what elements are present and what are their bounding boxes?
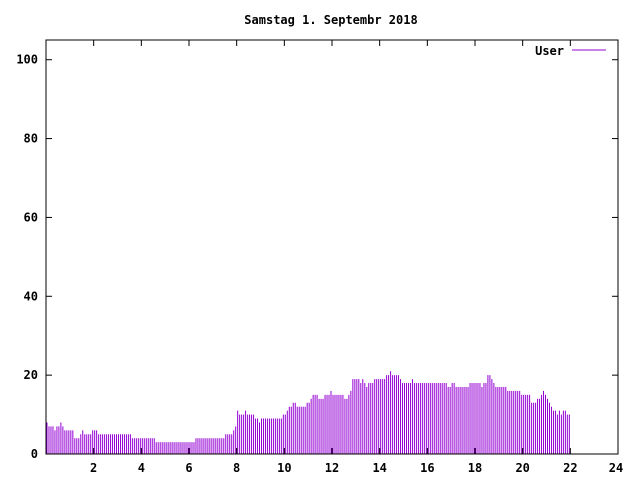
y-tick-label: 80: [24, 132, 38, 146]
x-tick-label: 8: [233, 461, 240, 475]
x-tick-label: 6: [185, 461, 192, 475]
legend-label-user: User: [535, 44, 564, 58]
x-tick-label: 18: [468, 461, 482, 475]
x-tick-label: 10: [277, 461, 291, 475]
plot-frame: [45, 39, 619, 455]
bar-series: [46, 371, 570, 454]
legend: User: [535, 44, 606, 58]
x-tick-label: 2: [90, 461, 97, 475]
x-tick-label: 24: [609, 461, 623, 475]
x-tick-label: 20: [515, 461, 529, 475]
y-tick-label: 40: [24, 289, 38, 303]
x-tick-label: 4: [138, 461, 145, 475]
chart-title: Samstag 1. Septembr 2018: [244, 13, 417, 27]
y-tick-label: 100: [16, 53, 38, 67]
y-tick-label: 0: [31, 447, 38, 461]
x-tick-label: 12: [325, 461, 339, 475]
x-axis: 2 4 6 8 10 12 14 16 18 20 22 24: [90, 40, 623, 475]
x-tick-label: 22: [563, 461, 577, 475]
y-axis: 0 20 40 60 80 100: [16, 53, 618, 461]
x-tick-label: 16: [420, 461, 434, 475]
y-tick-label: 20: [24, 368, 38, 382]
x-tick-label: 14: [372, 461, 386, 475]
y-tick-label: 60: [24, 210, 38, 224]
